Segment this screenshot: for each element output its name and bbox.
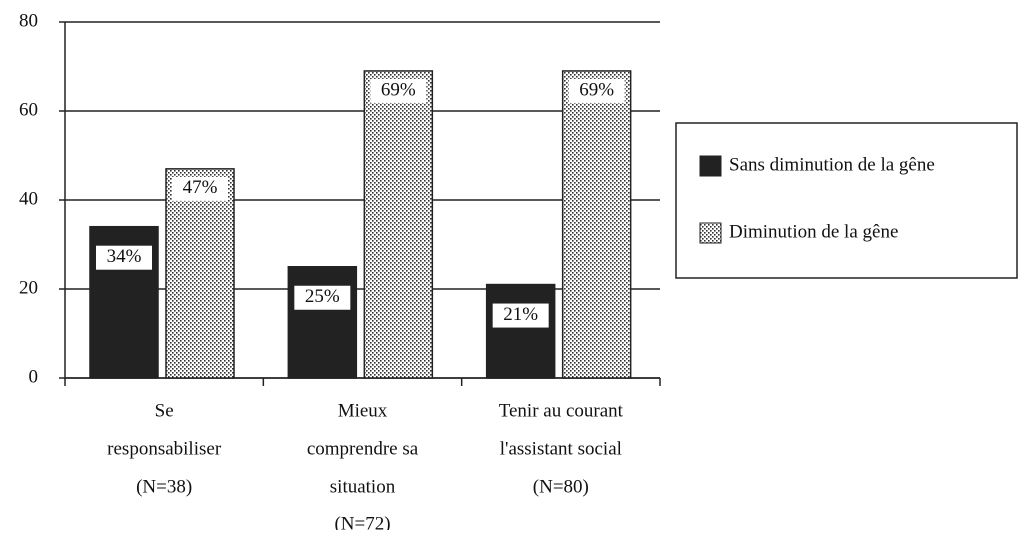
bar <box>561 70 632 379</box>
x-tick-label: (N=38) <box>136 476 192 497</box>
value-label-bg <box>172 176 228 201</box>
value-label: 21% <box>503 304 538 325</box>
y-tick-label: 60 <box>19 99 38 120</box>
x-tick-label: (N=80) <box>533 476 589 497</box>
x-tick-label: Mieux <box>338 400 388 421</box>
legend-label: Sans diminution de la gêne <box>729 154 935 175</box>
legend-box <box>675 122 1018 279</box>
legend-swatch <box>699 155 722 177</box>
legend-swatch <box>699 222 722 244</box>
value-label-bg <box>96 245 152 270</box>
x-tick-label: Se <box>155 400 174 421</box>
bar <box>485 283 556 379</box>
value-label-bg <box>370 78 427 103</box>
value-label-bg <box>294 285 351 310</box>
x-tick-label: Tenir au courant <box>499 400 624 421</box>
x-tick-label: l'assistant social <box>500 438 622 459</box>
value-label-bg <box>492 303 549 328</box>
y-tick-label: 0 <box>29 366 39 387</box>
y-tick-label: 40 <box>19 188 38 209</box>
legend-label: Diminution de la gêne <box>729 221 898 242</box>
value-label: 25% <box>305 286 340 307</box>
y-tick-label: 80 <box>19 10 38 31</box>
value-label: 69% <box>579 79 614 100</box>
value-label: 69% <box>381 79 416 100</box>
bar <box>363 70 434 379</box>
y-tick-label: 20 <box>19 277 38 298</box>
x-tick-label: (N=72) <box>334 513 390 530</box>
value-label: 34% <box>107 246 142 267</box>
value-label-bg <box>568 78 625 103</box>
x-tick-label: comprendre sa <box>307 438 419 459</box>
x-tick-label: responsabiliser <box>107 438 222 459</box>
x-tick-label: situation <box>330 476 396 497</box>
value-label: 47% <box>183 177 218 198</box>
bar <box>165 168 235 379</box>
bar <box>287 266 358 379</box>
